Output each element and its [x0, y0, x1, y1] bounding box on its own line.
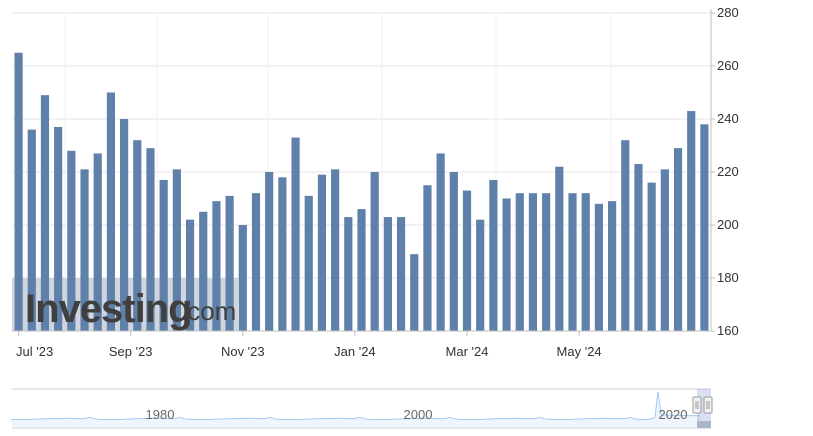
bar-52[interactable]	[700, 124, 709, 331]
bar-0[interactable]	[14, 52, 23, 331]
y-tick-label: 240	[717, 111, 739, 126]
bar-4[interactable]	[67, 150, 76, 331]
bar-36[interactable]	[489, 179, 498, 331]
bar-21[interactable]	[291, 137, 300, 331]
bar-50[interactable]	[673, 148, 683, 331]
y-tick-label: 180	[717, 270, 739, 285]
bar-15[interactable]	[212, 201, 221, 331]
bar-49[interactable]	[660, 169, 669, 331]
bar-35[interactable]	[476, 219, 485, 331]
bar-29[interactable]	[396, 217, 406, 331]
x-tick-label: Sep '23	[109, 344, 153, 359]
navigator-scrollbar-thumb[interactable]	[697, 421, 711, 428]
bar-32[interactable]	[436, 153, 445, 331]
x-tick-label: Jul '23	[16, 344, 53, 359]
bar-44[interactable]	[594, 203, 603, 331]
y-tick-label: 160	[717, 323, 739, 338]
bar-13[interactable]	[185, 219, 195, 331]
bar-48[interactable]	[647, 182, 656, 331]
bar-9[interactable]	[133, 140, 142, 331]
bar-34[interactable]	[462, 190, 472, 331]
bar-31[interactable]	[423, 185, 432, 331]
navigator[interactable]: 1980 2000 2020	[11, 388, 713, 429]
watermark-brand: Investing	[25, 287, 192, 331]
y-tick-label: 280	[717, 5, 739, 20]
y-tick-label: 200	[717, 217, 739, 232]
bar-47[interactable]	[634, 164, 643, 331]
bar-11[interactable]	[159, 179, 168, 331]
bar-45[interactable]	[608, 201, 617, 331]
bar-14[interactable]	[199, 211, 208, 331]
bar-20[interactable]	[278, 177, 287, 331]
y-tick-label: 260	[717, 58, 739, 73]
bar-39[interactable]	[528, 193, 538, 331]
y-tick-label: 220	[717, 164, 739, 179]
bar-3[interactable]	[54, 126, 63, 331]
bar-41[interactable]	[555, 166, 564, 331]
navigator-year-label: 2020	[659, 407, 688, 422]
bar-16[interactable]	[225, 195, 234, 331]
bar-27[interactable]	[370, 172, 379, 331]
bar-24[interactable]	[331, 169, 340, 331]
watermark-suffix: .com	[180, 296, 236, 326]
bars	[14, 52, 709, 332]
y-axis-labels: 160 180 200 220 240 260 280	[711, 5, 739, 338]
bar-51[interactable]	[687, 111, 696, 331]
bar-28[interactable]	[383, 217, 392, 331]
bar-40[interactable]	[542, 193, 551, 331]
bar-46[interactable]	[621, 140, 630, 331]
investing-watermark: Investing .com	[25, 287, 236, 331]
x-tick-label: Mar '24	[446, 344, 489, 359]
navigator-year-label: 1980	[146, 407, 175, 422]
bar-7[interactable]	[106, 92, 116, 332]
bar-33[interactable]	[449, 172, 458, 331]
bar-37[interactable]	[502, 198, 511, 332]
navigator-left-handle[interactable]	[692, 396, 702, 414]
navigator-right-handle[interactable]	[703, 396, 713, 414]
bar-8[interactable]	[120, 119, 129, 331]
bar-19[interactable]	[265, 172, 274, 331]
bar-42[interactable]	[568, 193, 577, 331]
bar-18[interactable]	[251, 193, 261, 331]
x-tick-label: Jan '24	[334, 344, 376, 359]
bar-17[interactable]	[238, 225, 247, 331]
bar-38[interactable]	[515, 193, 524, 331]
bar-12[interactable]	[172, 169, 181, 331]
bar-23[interactable]	[317, 174, 327, 331]
bar-26[interactable]	[357, 209, 366, 331]
bar-10[interactable]	[146, 148, 155, 331]
bar-30[interactable]	[410, 254, 419, 331]
bar-5[interactable]	[80, 169, 89, 331]
bar-22[interactable]	[304, 195, 313, 331]
bar-6[interactable]	[93, 153, 102, 331]
navigator-series-area	[12, 392, 700, 428]
bar-2[interactable]	[40, 95, 50, 332]
axes	[12, 9, 712, 332]
bar-25[interactable]	[344, 217, 353, 331]
x-tick-label: Nov '23	[221, 344, 265, 359]
bar-43[interactable]	[581, 193, 590, 331]
bar-1[interactable]	[27, 129, 36, 331]
navigator-series-line	[11, 391, 701, 421]
x-axis-labels: Jul '23 Sep '23 Nov '23 Jan '24 Mar '24 May '…	[16, 331, 602, 359]
x-tick-label: May '24	[557, 344, 602, 359]
navigator-year-label: 2000	[404, 407, 433, 422]
